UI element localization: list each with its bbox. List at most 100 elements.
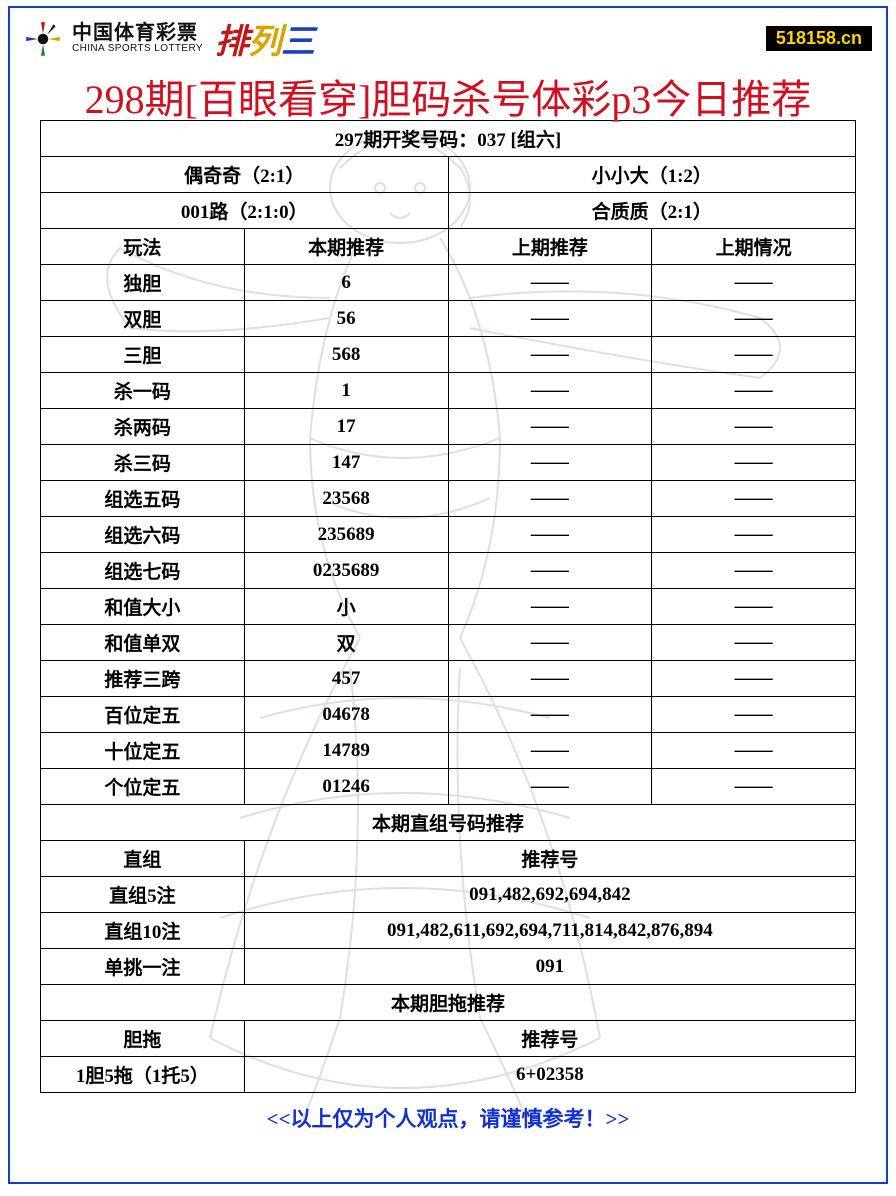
zhi-left-2: 单挑一注 xyxy=(41,949,245,985)
logo-text-en: CHINA SPORTS LOTTERY xyxy=(72,44,203,55)
cell-play-12: 百位定五 xyxy=(41,697,245,733)
cell-play-8: 组选七码 xyxy=(41,553,245,589)
footer-note: <<以上仅为个人观点，请谨慎参考！>> xyxy=(40,1103,856,1133)
dan-left-0: 1胆5拖（1托5） xyxy=(41,1057,245,1093)
info1-right: 小小大（1:2） xyxy=(448,157,856,193)
cell-prevres-1: —— xyxy=(652,301,856,337)
cell-this-9: 小 xyxy=(244,589,448,625)
cell-prevres-12: —— xyxy=(652,697,856,733)
cell-prevres-14: —— xyxy=(652,769,856,805)
data-row-4: 杀两码17———— xyxy=(41,409,856,445)
pailie-char-1: 排 xyxy=(215,23,248,61)
cell-this-12: 04678 xyxy=(244,697,448,733)
cell-this-8: 0235689 xyxy=(244,553,448,589)
zhi-right-2: 091 xyxy=(244,949,855,985)
dan-section-header: 本期胆拖推荐 xyxy=(41,985,856,1021)
zhi-row-0: 直组5注091,482,692,694,842 xyxy=(41,877,856,913)
zhi-right-1: 091,482,611,692,694,711,814,842,876,894 xyxy=(244,913,855,949)
cell-this-7: 235689 xyxy=(244,517,448,553)
zhi-section-header: 本期直组号码推荐 xyxy=(41,805,856,841)
cell-prevrec-3: —— xyxy=(448,373,652,409)
data-row-10: 和值单双双———— xyxy=(41,625,856,661)
logo-text: 中国体育彩票 CHINA SPORTS LOTTERY xyxy=(72,23,203,55)
zhi-left-0: 直组5注 xyxy=(41,877,245,913)
cell-prevres-9: —— xyxy=(652,589,856,625)
cell-prevrec-7: —— xyxy=(448,517,652,553)
cell-this-2: 568 xyxy=(244,337,448,373)
cell-prevrec-14: —— xyxy=(448,769,652,805)
dan-col-left: 胆拖 xyxy=(41,1021,245,1057)
header-area: 中国体育彩票 CHINA SPORTS LOTTERY 排列三 518158.c… xyxy=(10,8,886,112)
cell-prevres-8: —— xyxy=(652,553,856,589)
pailie-badge: 排列三 xyxy=(215,14,314,63)
cell-play-4: 杀两码 xyxy=(41,409,245,445)
cell-this-14: 01246 xyxy=(244,769,448,805)
cell-this-6: 23568 xyxy=(244,481,448,517)
cell-this-3: 1 xyxy=(244,373,448,409)
cell-this-13: 14789 xyxy=(244,733,448,769)
info2-right: 合质质（2:1） xyxy=(448,193,856,229)
zhi-col-left: 直组 xyxy=(41,841,245,877)
cell-prevres-11: —— xyxy=(652,661,856,697)
cell-prevrec-2: —— xyxy=(448,337,652,373)
cell-play-14: 个位定五 xyxy=(41,769,245,805)
cell-this-11: 457 xyxy=(244,661,448,697)
colhdr-4: 上期情况 xyxy=(652,229,856,265)
data-row-3: 杀一码1———— xyxy=(41,373,856,409)
row-info1: 偶奇奇（2:1）小小大（1:2） xyxy=(41,157,856,193)
cell-prevrec-0: —— xyxy=(448,265,652,301)
cell-prevrec-8: —— xyxy=(448,553,652,589)
cell-this-1: 56 xyxy=(244,301,448,337)
colhdr-2: 本期推荐 xyxy=(244,229,448,265)
cell-prevres-3: —— xyxy=(652,373,856,409)
cell-prevrec-9: —— xyxy=(448,589,652,625)
cell-prevrec-4: —— xyxy=(448,409,652,445)
data-row-6: 组选五码23568———— xyxy=(41,481,856,517)
pailie-char-3: 三 xyxy=(281,23,314,61)
row-colheaders: 玩法本期推荐上期推荐上期情况 xyxy=(41,229,856,265)
cell-prevres-10: —— xyxy=(652,625,856,661)
data-row-1: 双胆56———— xyxy=(41,301,856,337)
cell-play-10: 和值单双 xyxy=(41,625,245,661)
cell-prevres-7: —— xyxy=(652,517,856,553)
data-row-12: 百位定五04678———— xyxy=(41,697,856,733)
cell-play-11: 推荐三跨 xyxy=(41,661,245,697)
data-row-8: 组选七码0235689———— xyxy=(41,553,856,589)
cell-prevres-2: —— xyxy=(652,337,856,373)
row-dan-cols: 胆拖推荐号 xyxy=(41,1021,856,1057)
cell-this-0: 6 xyxy=(244,265,448,301)
lottery-logo-icon xyxy=(22,18,64,60)
logo-text-cn: 中国体育彩票 xyxy=(72,23,203,44)
cell-play-9: 和值大小 xyxy=(41,589,245,625)
cell-this-10: 双 xyxy=(244,625,448,661)
cell-play-13: 十位定五 xyxy=(41,733,245,769)
data-row-13: 十位定五14789———— xyxy=(41,733,856,769)
data-row-14: 个位定五01246———— xyxy=(41,769,856,805)
dan-row-0: 1胆5拖（1托5）6+02358 xyxy=(41,1057,856,1093)
cell-play-6: 组选五码 xyxy=(41,481,245,517)
cell-prevrec-10: —— xyxy=(448,625,652,661)
cell-play-2: 三胆 xyxy=(41,337,245,373)
dan-right-0: 6+02358 xyxy=(244,1057,855,1093)
cell-prevres-0: —— xyxy=(652,265,856,301)
cell-play-1: 双胆 xyxy=(41,301,245,337)
headline: 298期[百眼看穿]胆码杀号体彩p3今日推荐 xyxy=(22,67,874,125)
cell-play-3: 杀一码 xyxy=(41,373,245,409)
row-zhi-header: 本期直组号码推荐 xyxy=(41,805,856,841)
data-row-5: 杀三码147———— xyxy=(41,445,856,481)
cell-prevrec-1: —— xyxy=(448,301,652,337)
table-wrap: 297期开奖号码：037 [组六]偶奇奇（2:1）小小大（1:2）001路（2:… xyxy=(40,120,856,1133)
data-row-9: 和值大小小———— xyxy=(41,589,856,625)
cell-prevrec-6: —— xyxy=(448,481,652,517)
zhi-row-2: 单挑一注091 xyxy=(41,949,856,985)
cell-prevres-5: —— xyxy=(652,445,856,481)
zhi-left-1: 直组10注 xyxy=(41,913,245,949)
zhi-row-1: 直组10注091,482,611,692,694,711,814,842,876… xyxy=(41,913,856,949)
cell-this-5: 147 xyxy=(244,445,448,481)
colhdr-1: 玩法 xyxy=(41,229,245,265)
cell-this-4: 17 xyxy=(244,409,448,445)
pailie-char-2: 列 xyxy=(248,23,281,61)
cell-play-7: 组选六码 xyxy=(41,517,245,553)
row-zhi-cols: 直组推荐号 xyxy=(41,841,856,877)
zhi-right-0: 091,482,692,694,842 xyxy=(244,877,855,913)
